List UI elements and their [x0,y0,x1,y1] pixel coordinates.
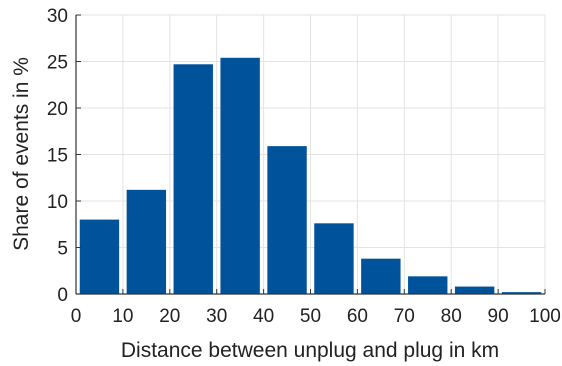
x-tick-label: 50 [300,306,321,327]
y-tick-label: 0 [57,285,68,306]
y-tick-label: 25 [47,53,68,74]
x-tick-label: 20 [159,306,180,327]
x-tick-label: 70 [394,306,415,327]
x-tick-label: 80 [441,306,462,327]
bar-40-50 [267,146,306,294]
x-tick-label: 90 [488,306,509,327]
bar-30-40 [220,58,259,294]
bar-70-80 [408,276,447,294]
x-tick-label: 0 [71,306,82,327]
y-tick-label: 20 [47,99,68,120]
y-tick-label: 30 [47,6,68,27]
bar-80-90 [455,287,494,294]
bar-50-60 [314,223,353,294]
x-tick-label: 40 [253,306,274,327]
bar-0-10 [80,220,119,294]
x-tick-labels: 0 10 20 30 40 50 60 70 80 90 100 [71,306,561,327]
bar-60-70 [361,259,400,294]
x-tick-label: 60 [347,306,368,327]
y-tick-label: 5 [57,239,68,260]
x-tick-label: 100 [529,306,561,327]
y-tick-labels: 0 5 10 15 20 25 30 [47,6,68,306]
x-tick-label: 30 [206,306,227,327]
bar-10-20 [127,190,166,294]
x-tick-label: 10 [112,306,133,327]
y-axis-label: Share of events in % [10,57,33,251]
y-tick-label: 10 [47,192,68,213]
x-axis-label: Distance between unplug and plug in km [121,339,499,362]
bar-20-30 [174,64,213,294]
y-tick-label: 15 [47,146,68,167]
